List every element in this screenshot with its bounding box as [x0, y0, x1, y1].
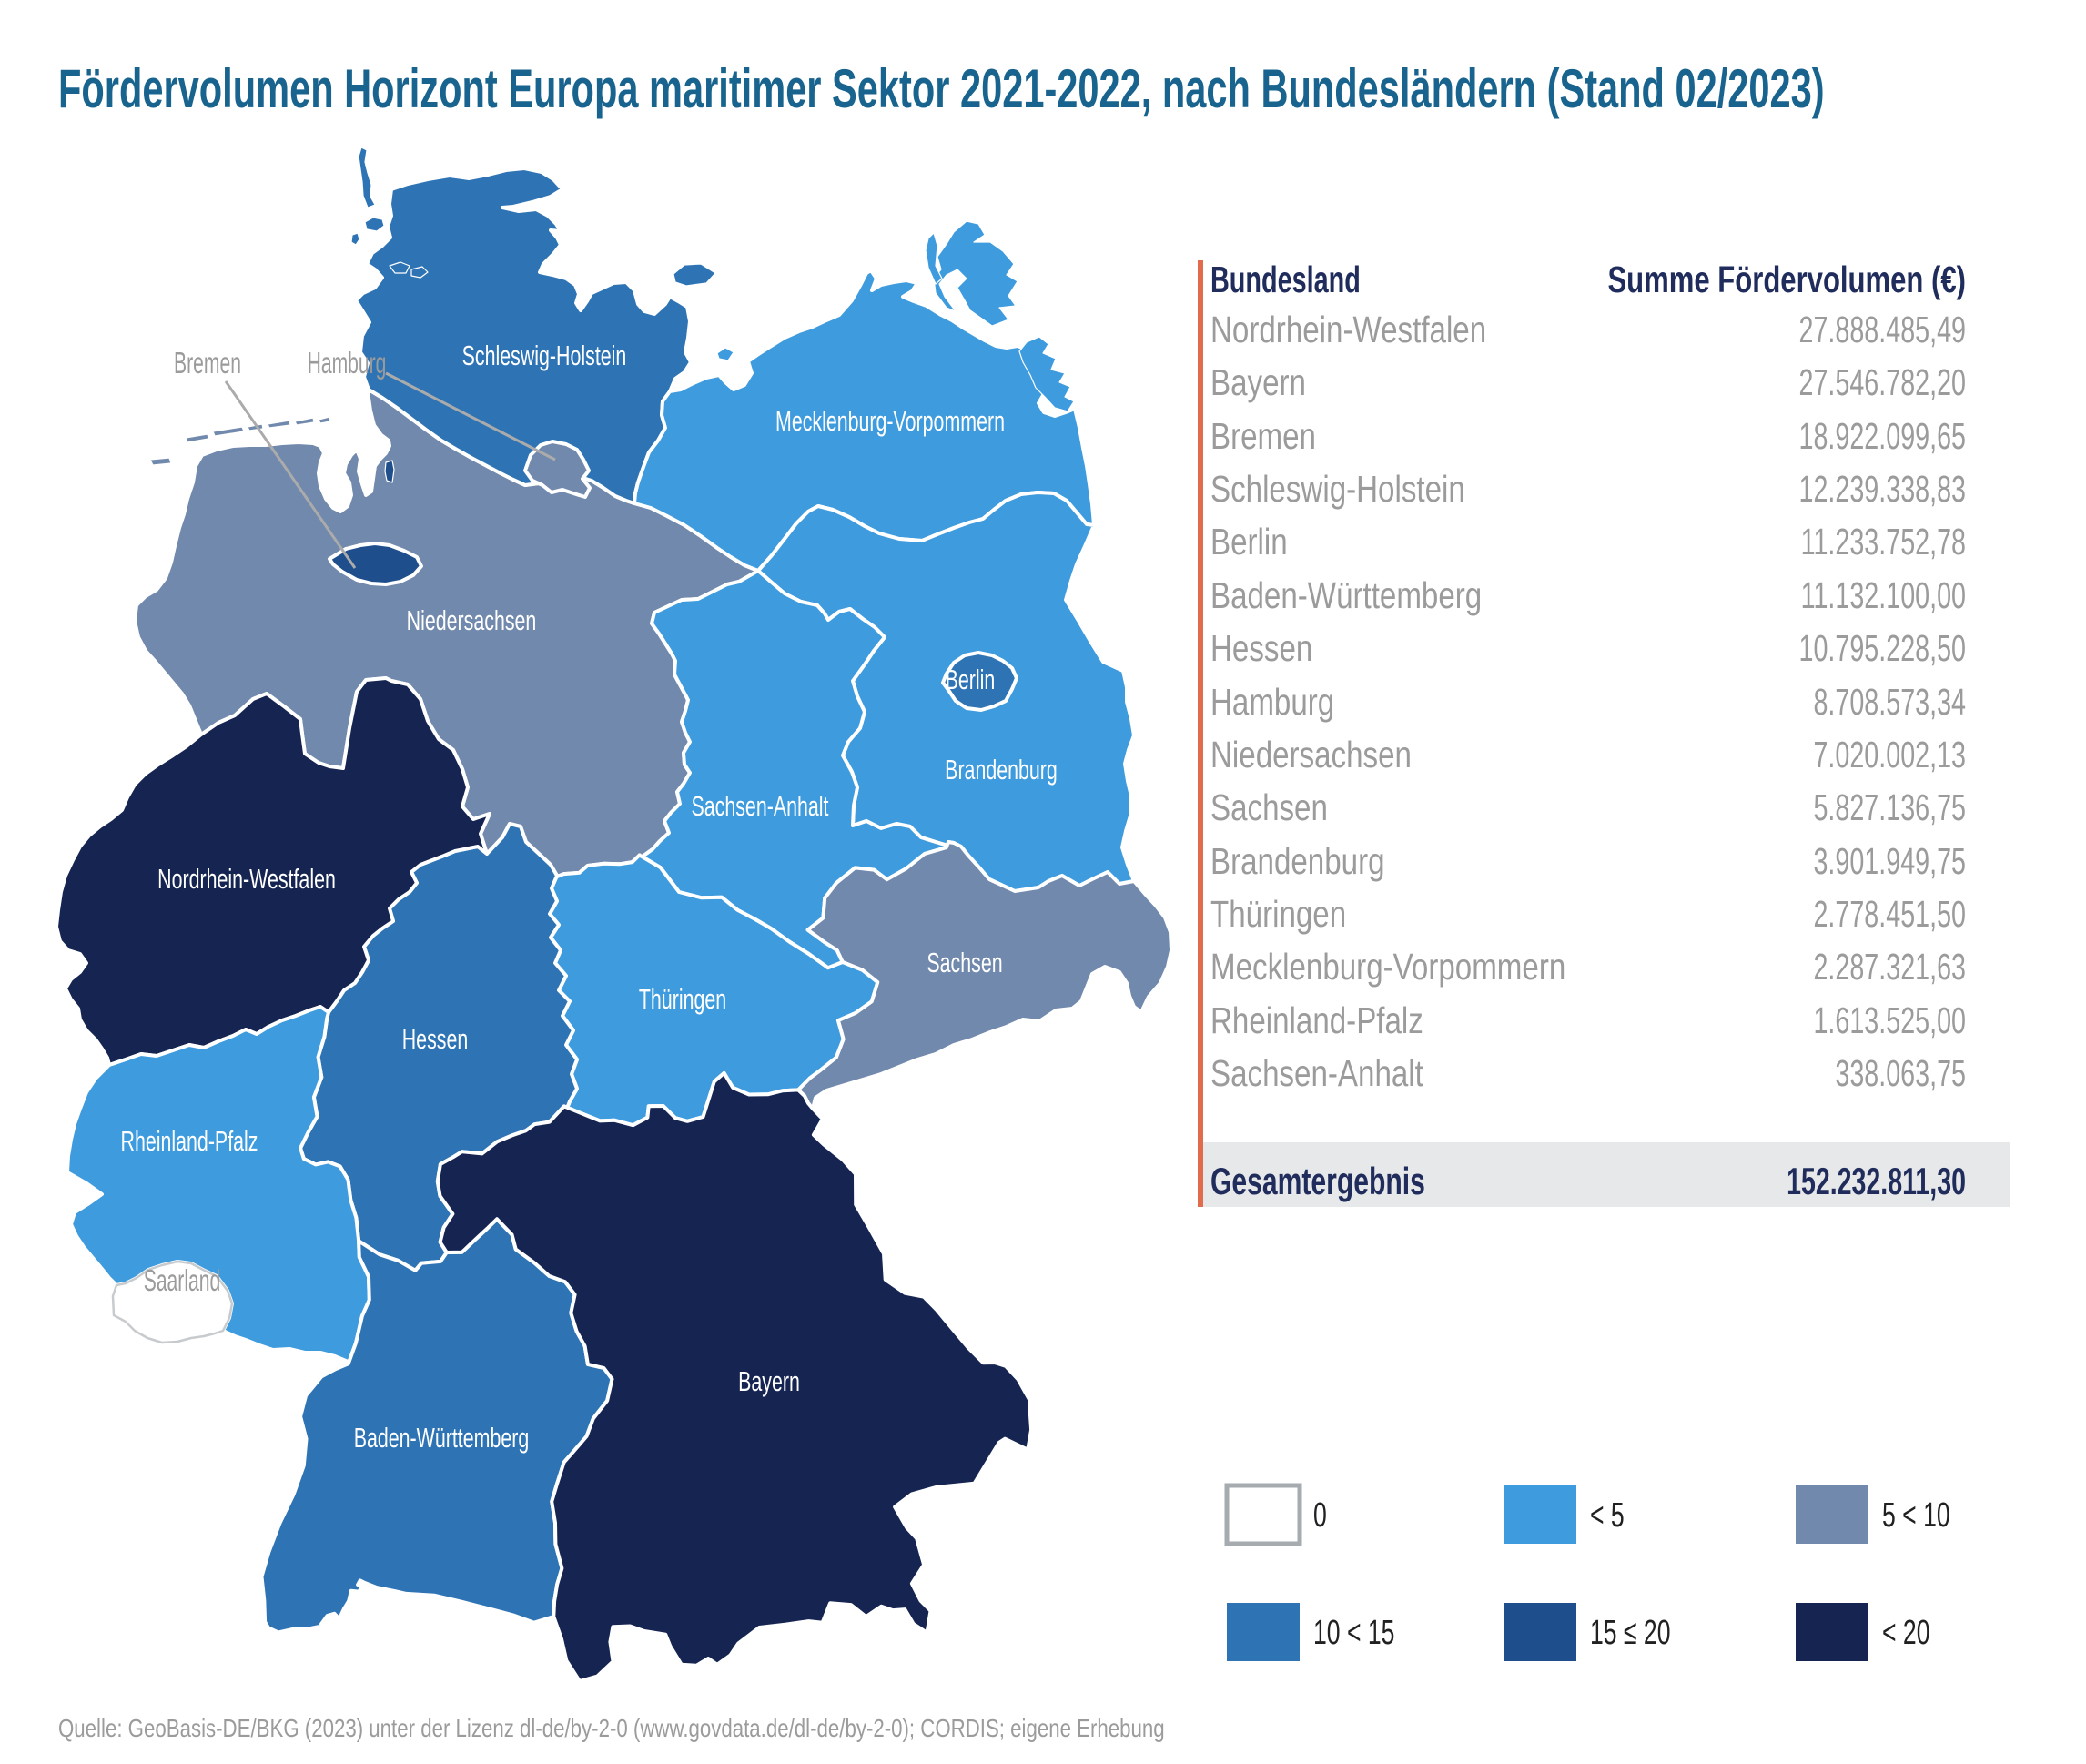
svg-text:Gesamtergebnis: Gesamtergebnis — [1210, 1160, 1425, 1202]
svg-text:Mecklenburg-Vorpommern: Mecklenburg-Vorpommern — [775, 405, 1005, 437]
svg-text:Berlin: Berlin — [946, 664, 996, 695]
svg-text:Niedersachsen: Niedersachsen — [407, 604, 537, 636]
svg-text:Baden-Württemberg: Baden-Württemberg — [354, 1422, 530, 1454]
svg-text:Sachsen: Sachsen — [927, 947, 1002, 978]
svg-text:8.708.573,34: 8.708.573,34 — [1813, 682, 1966, 723]
svg-text:Sachsen-Anhalt: Sachsen-Anhalt — [692, 790, 829, 822]
svg-text:Bundesland: Bundesland — [1210, 259, 1361, 300]
svg-text:0: 0 — [1313, 1495, 1327, 1534]
svg-text:Sachsen-Anhalt: Sachsen-Anhalt — [1210, 1052, 1423, 1094]
svg-text:Bremen: Bremen — [174, 346, 241, 380]
svg-text:Fördervolumen Horizont Europa: Fördervolumen Horizont Europa maritimer … — [58, 57, 1825, 118]
svg-text:Bremen: Bremen — [1210, 415, 1316, 457]
svg-text:Hessen: Hessen — [1210, 627, 1312, 669]
svg-text:< 20: < 20 — [1882, 1612, 1929, 1651]
svg-text:Rheinland-Pfalz: Rheinland-Pfalz — [121, 1125, 258, 1157]
svg-text:152.232.811,30: 152.232.811,30 — [1787, 1159, 1966, 1202]
svg-text:Hessen: Hessen — [402, 1023, 469, 1055]
svg-text:Summe Fördervolumen (€): Summe Fördervolumen (€) — [1607, 259, 1966, 300]
svg-text:< 5: < 5 — [1590, 1495, 1625, 1534]
svg-text:Bayern: Bayern — [738, 1365, 800, 1397]
svg-text:Quelle: GeoBasis-DE/BKG (2023): Quelle: GeoBasis-DE/BKG (2023) unter der… — [58, 1715, 1165, 1743]
svg-text:Hamburg: Hamburg — [1210, 681, 1334, 723]
svg-text:Schleswig-Holstein: Schleswig-Holstein — [1210, 468, 1465, 510]
svg-text:5.827.136,75: 5.827.136,75 — [1813, 787, 1966, 828]
svg-text:11.132.100,00: 11.132.100,00 — [1801, 575, 1966, 616]
svg-text:Saarland: Saarland — [144, 1263, 221, 1297]
svg-text:Baden-Württemberg: Baden-Württemberg — [1210, 574, 1482, 616]
svg-text:Nordrhein-Westfalen: Nordrhein-Westfalen — [1210, 309, 1486, 350]
svg-text:Bayern: Bayern — [1210, 361, 1306, 403]
svg-text:15 ≤ 20: 15 ≤ 20 — [1590, 1612, 1671, 1651]
svg-text:338.063,75: 338.063,75 — [1835, 1053, 1966, 1094]
svg-text:3.901.949,75: 3.901.949,75 — [1813, 841, 1966, 882]
svg-text:2.287.321,63: 2.287.321,63 — [1813, 947, 1966, 988]
svg-text:Nordrhein-Westfalen: Nordrhein-Westfalen — [157, 863, 336, 895]
svg-text:27.888.485,49: 27.888.485,49 — [1799, 309, 1966, 350]
svg-text:11.233.752,78: 11.233.752,78 — [1801, 522, 1966, 563]
svg-text:Brandenburg: Brandenburg — [945, 754, 1058, 786]
svg-text:7.020.002,13: 7.020.002,13 — [1813, 735, 1966, 776]
svg-text:Thüringen: Thüringen — [639, 983, 726, 1015]
svg-text:27.546.782,20: 27.546.782,20 — [1799, 362, 1966, 403]
svg-text:Thüringen: Thüringen — [1210, 893, 1346, 935]
svg-text:Berlin: Berlin — [1210, 521, 1288, 563]
svg-text:5 < 10: 5 < 10 — [1882, 1495, 1950, 1534]
svg-text:10 < 15: 10 < 15 — [1313, 1612, 1394, 1651]
svg-text:12.239.338,83: 12.239.338,83 — [1799, 469, 1966, 510]
svg-text:Sachsen: Sachsen — [1210, 786, 1328, 828]
svg-text:Schleswig-Holstein: Schleswig-Holstein — [462, 340, 627, 371]
svg-text:Mecklenburg-Vorpommern: Mecklenburg-Vorpommern — [1210, 946, 1565, 988]
svg-text:Rheinland-Pfalz: Rheinland-Pfalz — [1210, 999, 1423, 1041]
svg-text:1.613.525,00: 1.613.525,00 — [1813, 1000, 1966, 1041]
svg-text:10.795.228,50: 10.795.228,50 — [1799, 628, 1966, 669]
svg-text:Hamburg: Hamburg — [308, 346, 387, 380]
svg-text:2.778.451,50: 2.778.451,50 — [1813, 894, 1966, 935]
svg-text:18.922.099,65: 18.922.099,65 — [1799, 416, 1966, 457]
svg-text:Niedersachsen: Niedersachsen — [1210, 734, 1412, 776]
svg-text:Brandenburg: Brandenburg — [1210, 840, 1385, 882]
